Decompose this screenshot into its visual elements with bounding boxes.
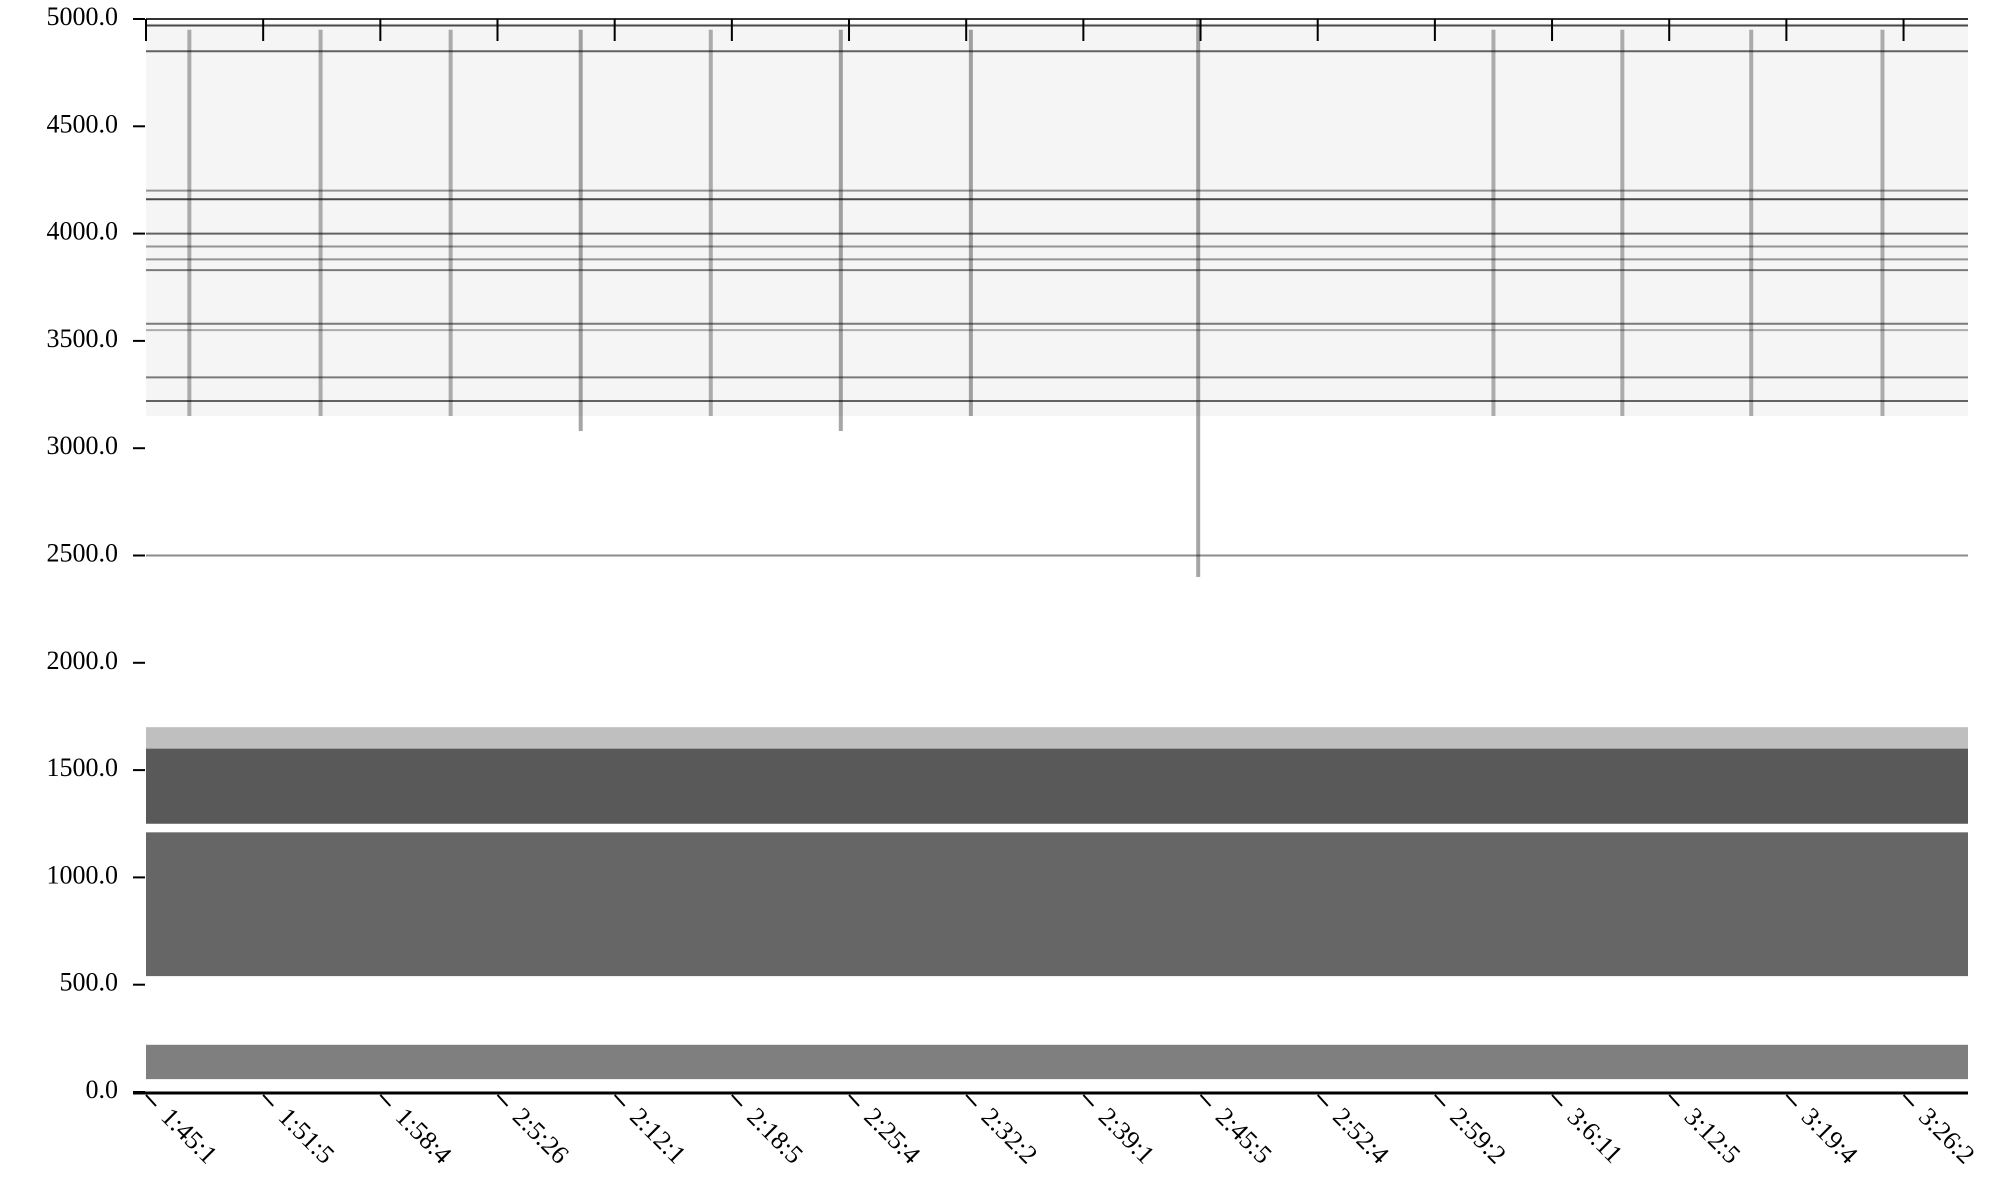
x-tick-label: 1:51:5	[273, 1102, 340, 1169]
y-tick-label: 2000.0	[47, 646, 119, 675]
x-tick	[848, 1094, 860, 1107]
x-tick-label: 2:25:4	[859, 1102, 926, 1169]
x-tick-label: 2:5:26	[507, 1102, 574, 1169]
x-tick-label: 1:58:4	[390, 1102, 457, 1169]
y-tick-label: 5000.0	[47, 2, 119, 31]
x-tick	[262, 1094, 274, 1107]
x-tick	[1316, 1094, 1329, 1107]
x-tick-label: 2:32:2	[976, 1102, 1043, 1169]
x-tick	[1551, 1094, 1563, 1107]
x-tick	[1668, 1094, 1680, 1107]
x-tick-label: 2:45:5	[1210, 1102, 1277, 1169]
y-tick-label: 3500.0	[47, 324, 119, 353]
streak	[448, 29, 453, 417]
streak	[838, 29, 843, 432]
streak	[968, 29, 973, 417]
x-tick	[1199, 1094, 1212, 1107]
x-tick-label: 2:12:1	[624, 1102, 691, 1169]
x-tick	[496, 1094, 509, 1107]
streak	[187, 29, 192, 417]
x-tick	[613, 1094, 626, 1107]
streak	[578, 29, 583, 432]
y-tick-label: 3000.0	[47, 431, 119, 460]
band	[146, 1044, 1968, 1080]
y-tick-label: 4000.0	[47, 217, 119, 246]
y-tick-label: 500.0	[60, 968, 119, 997]
x-tick	[965, 1094, 977, 1107]
x-tick-label: 2:52:4	[1327, 1102, 1394, 1169]
x-tick	[145, 1094, 157, 1107]
x-tick-label: 3:6:11	[1562, 1102, 1629, 1169]
band	[146, 727, 1968, 749]
y-tick-label: 0.0	[86, 1075, 119, 1104]
streak	[708, 29, 713, 417]
x-tick-label: 3:26:2	[1913, 1102, 1980, 1169]
streak	[318, 29, 323, 417]
streak	[1749, 29, 1754, 417]
x-tick-label: 2:18:5	[741, 1102, 808, 1169]
streak	[1620, 29, 1625, 417]
streak	[1196, 19, 1201, 577]
x-tick	[731, 1094, 743, 1107]
x-tick	[1902, 1094, 1915, 1107]
y-tick-label: 4500.0	[47, 109, 119, 138]
x-tick	[1434, 1094, 1446, 1107]
streak	[1491, 29, 1496, 417]
streak	[1880, 29, 1885, 417]
x-tick	[1082, 1094, 1095, 1107]
band	[146, 832, 1968, 977]
y-tick-label: 2500.0	[47, 538, 119, 567]
y-tick-label: 1000.0	[47, 860, 119, 889]
x-tick	[379, 1094, 392, 1107]
band	[146, 748, 1968, 824]
x-tick-label: 3:19:4	[1796, 1102, 1863, 1169]
x-tick-label: 2:39:1	[1093, 1102, 1160, 1169]
x-tick	[1785, 1094, 1798, 1107]
x-tick-label: 2:59:2	[1444, 1102, 1511, 1169]
x-tick-label: 1:45:1	[156, 1102, 223, 1169]
x-tick-label: 3:12:5	[1679, 1102, 1746, 1169]
y-tick-label: 1500.0	[47, 753, 119, 782]
band	[146, 23, 1968, 417]
